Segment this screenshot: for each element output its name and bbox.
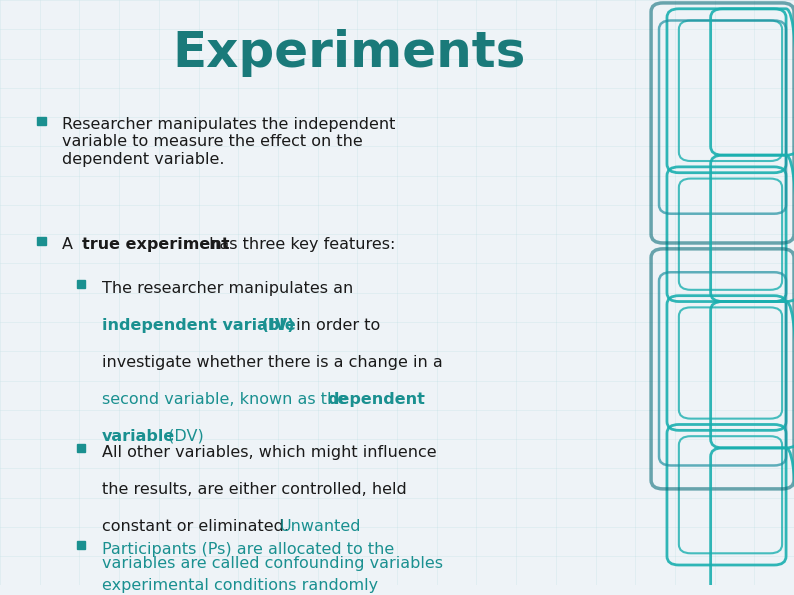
Text: Unwanted: Unwanted — [279, 519, 361, 534]
Text: the results, are either controlled, held: the results, are either controlled, held — [102, 482, 407, 497]
Text: investigate whether there is a change in a: investigate whether there is a change in… — [102, 355, 442, 370]
Text: (IV): (IV) — [256, 318, 295, 333]
Bar — [77, 541, 85, 549]
Bar — [37, 237, 46, 245]
Text: variable: variable — [102, 428, 175, 444]
Bar — [77, 444, 85, 452]
Text: in order to: in order to — [291, 318, 380, 333]
Text: dependent: dependent — [327, 392, 425, 407]
Bar — [37, 117, 46, 125]
Text: independent variable: independent variable — [102, 318, 295, 333]
Text: constant or eliminated.: constant or eliminated. — [102, 519, 294, 534]
Text: Participants (Ps) are allocated to the: Participants (Ps) are allocated to the — [102, 541, 394, 556]
Text: (DV): (DV) — [163, 428, 203, 444]
Text: experimental conditions randomly: experimental conditions randomly — [102, 578, 378, 593]
Text: Researcher manipulates the independent
variable to measure the effect on the
dep: Researcher manipulates the independent v… — [62, 117, 395, 167]
Text: All other variables, which might influence: All other variables, which might influen… — [102, 445, 436, 460]
Text: true experiment: true experiment — [82, 237, 229, 252]
Text: Experiments: Experiments — [172, 29, 526, 77]
Text: has three key features:: has three key features: — [204, 237, 395, 252]
Text: The researcher manipulates an: The researcher manipulates an — [102, 281, 353, 296]
Text: A: A — [62, 237, 78, 252]
Text: variables are called confounding variables: variables are called confounding variabl… — [102, 556, 442, 571]
Text: second variable, known as the: second variable, known as the — [102, 392, 352, 407]
Bar — [77, 280, 85, 288]
